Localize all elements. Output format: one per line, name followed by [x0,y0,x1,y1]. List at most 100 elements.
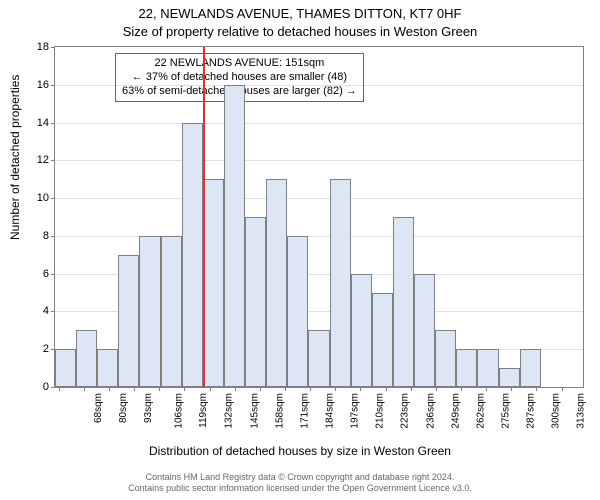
xtick-mark [109,387,110,391]
histogram-bar [414,274,435,387]
histogram-bar [161,236,182,387]
histogram-bar [330,179,351,387]
ytick-label: 12 [37,154,49,166]
gridline [55,123,583,124]
ytick-label: 16 [37,79,49,91]
xtick-mark [411,387,412,391]
histogram-bar [118,255,139,387]
xtick-label: 119sqm [198,393,209,428]
gridline [55,160,583,161]
histogram-bar [435,330,456,387]
histogram-bar [372,293,393,387]
xtick-mark [360,387,361,391]
xtick-mark [84,387,85,391]
ytick-label: 2 [43,343,49,355]
xtick-label: 223sqm [400,393,411,429]
histogram-bar [266,179,287,387]
xtick-label: 262sqm [475,393,486,429]
ytick-mark [51,198,55,199]
chart-title-line1: 22, NEWLANDS AVENUE, THAMES DITTON, KT7 … [0,6,600,21]
histogram-bar [287,236,308,387]
xtick-mark [210,387,211,391]
xtick-mark [59,387,60,391]
footer-line1: Contains HM Land Registry data © Crown c… [0,472,600,483]
xtick-mark [285,387,286,391]
ytick-label: 8 [43,230,49,242]
xtick-label: 287sqm [526,393,537,429]
gridline [55,85,583,86]
histogram-bar [520,349,541,387]
x-axis-label: Distribution of detached houses by size … [0,444,600,458]
ytick-mark [51,85,55,86]
chart-title-line2: Size of property relative to detached ho… [0,24,600,39]
ytick-label: 18 [37,41,49,53]
ytick-label: 0 [43,381,49,393]
footer-line2: Contains public sector information licen… [0,483,600,494]
ytick-label: 14 [37,117,49,129]
xtick-mark [511,387,512,391]
histogram-bar [97,349,118,387]
xtick-mark [335,387,336,391]
histogram-bar [139,236,160,387]
ytick-mark [51,160,55,161]
y-axis-label: Number of detached properties [8,75,22,240]
xtick-mark [184,387,185,391]
gridline [55,236,583,237]
histogram-bar [456,349,477,387]
xtick-label: 68sqm [93,393,104,423]
histogram-bar [182,123,203,387]
ytick-label: 10 [37,192,49,204]
xtick-mark [562,387,563,391]
xtick-label: 236sqm [425,393,436,429]
footer-attribution: Contains HM Land Registry data © Crown c… [0,472,600,495]
annotation-line1: 22 NEWLANDS AVENUE: 151sqm [122,57,357,71]
xtick-label: 145sqm [249,393,260,429]
ytick-label: 4 [43,305,49,317]
xtick-mark [461,387,462,391]
ytick-label: 6 [43,268,49,280]
ytick-mark [51,47,55,48]
histogram-chart: 22, NEWLANDS AVENUE, THAMES DITTON, KT7 … [0,0,600,500]
ytick-mark [51,387,55,388]
xtick-mark [235,387,236,391]
histogram-bar [203,179,224,387]
ytick-mark [51,236,55,237]
xtick-label: 300sqm [551,393,562,429]
histogram-bar [245,217,266,387]
xtick-label: 171sqm [299,393,310,429]
xtick-label: 106sqm [174,393,185,429]
histogram-bar [76,330,97,387]
histogram-bar [224,85,245,387]
xtick-label: 210sqm [375,393,386,429]
xtick-mark [436,387,437,391]
gridline [55,198,583,199]
xtick-label: 313sqm [576,393,587,429]
xtick-label: 158sqm [274,393,285,429]
xtick-label: 275sqm [501,393,512,429]
ytick-mark [51,311,55,312]
xtick-mark [310,387,311,391]
xtick-mark [134,387,135,391]
histogram-bar [351,274,372,387]
ytick-mark [51,274,55,275]
xtick-mark [260,387,261,391]
xtick-mark [386,387,387,391]
xtick-mark [159,387,160,391]
histogram-bar [393,217,414,387]
histogram-bar [55,349,76,387]
histogram-bar [499,368,520,387]
xtick-label: 184sqm [325,393,336,429]
xtick-label: 249sqm [450,393,461,429]
xtick-label: 197sqm [350,393,361,429]
ytick-mark [51,123,55,124]
xtick-label: 93sqm [143,393,154,423]
xtick-mark [536,387,537,391]
annotation-line2: ← 37% of detached houses are smaller (48… [122,71,357,85]
histogram-bar [477,349,498,387]
histogram-bar [308,330,329,387]
xtick-label: 132sqm [224,393,235,429]
xtick-mark [486,387,487,391]
plot-area: 22 NEWLANDS AVENUE: 151sqm ← 37% of deta… [54,46,584,388]
xtick-label: 80sqm [118,393,129,423]
reference-line [203,47,205,387]
